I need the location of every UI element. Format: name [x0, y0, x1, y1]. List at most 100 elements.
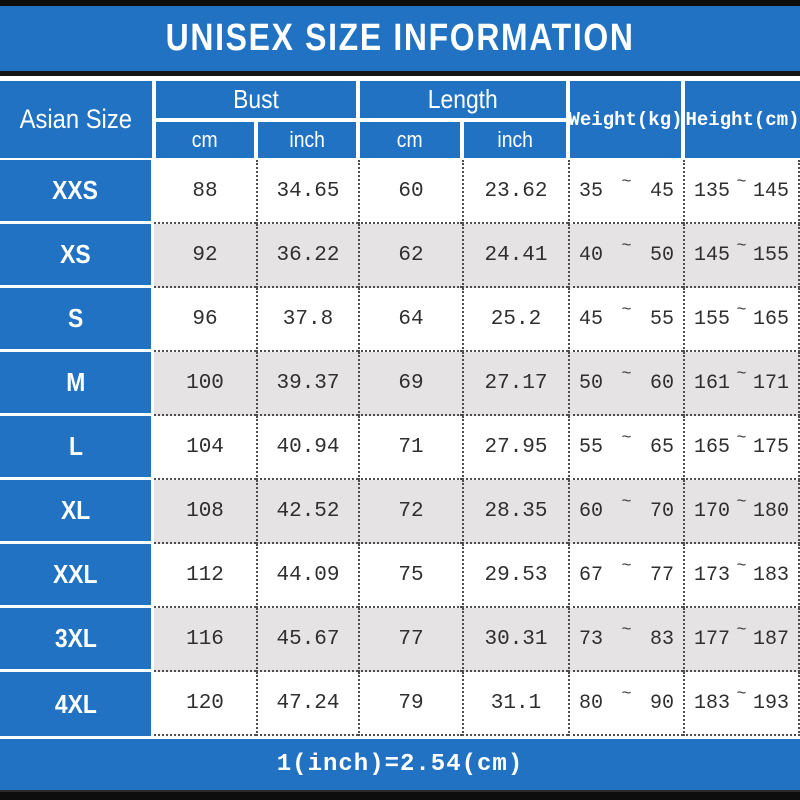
weight-max: 45 — [649, 179, 674, 203]
height-min: 135 — [694, 179, 731, 203]
tilde-glyph: ~ — [736, 684, 747, 704]
height-range-cell: 161 ~171 — [683, 352, 800, 416]
weight-range-cell: 55 ~65 — [568, 416, 683, 480]
size-label: 3XL — [54, 623, 97, 653]
height-min: 161 — [694, 371, 731, 395]
bust-inch-cell: 47.24 — [256, 672, 358, 736]
length-cm-header: cm — [358, 120, 462, 160]
height-min: 170 — [694, 499, 731, 523]
tilde-glyph: ~ — [621, 556, 632, 576]
weight-max: 90 — [649, 691, 674, 715]
bust-group-header: Bust — [154, 79, 358, 120]
weight-min: 55 — [579, 435, 604, 459]
length-group-label: Length — [428, 84, 498, 114]
height-max: 175 — [752, 435, 789, 459]
length-cm-cell: 64 — [358, 288, 462, 352]
weight-max: 50 — [649, 243, 674, 267]
weight-max: 65 — [649, 435, 674, 459]
weight-max: 83 — [649, 627, 674, 651]
weight-range-cell: 60 ~70 — [568, 480, 683, 544]
corner-header-asian-size: Asian Size — [0, 79, 154, 160]
footer-top-divider — [0, 736, 800, 739]
length-inch-cell: 28.35 — [462, 480, 568, 544]
tilde-glyph: ~ — [736, 428, 747, 448]
length-inch-header: inch — [462, 120, 568, 160]
length-cm-cell: 71 — [358, 416, 462, 480]
size-label: S — [67, 303, 84, 333]
length-cm-cell: 79 — [358, 672, 462, 736]
weight-min: 60 — [579, 499, 604, 523]
length-inch-cell: 25.2 — [462, 288, 568, 352]
bust-cm-cell: 104 — [154, 416, 256, 480]
table-row-m: M 100 39.37 69 27.17 50 ~60 161 ~171 — [0, 352, 800, 416]
table-body: XXS 88 34.65 60 23.62 35 ~45 135 ~145 XS 9… — [0, 160, 800, 736]
bust-inch-cell: 42.52 — [256, 480, 358, 544]
height-header-label: Height(cm) — [685, 108, 800, 131]
weight-max: 55 — [649, 307, 674, 331]
bust-cm-label: cm — [192, 127, 218, 152]
weight-range-cell: 35 ~45 — [568, 160, 683, 224]
bust-inch-cell: 36.22 — [256, 224, 358, 288]
tilde-glyph: ~ — [621, 300, 632, 320]
size-label: XL — [60, 495, 91, 525]
size-cell: L — [0, 416, 154, 480]
bust-inch-cell: 40.94 — [256, 416, 358, 480]
bust-inch-cell: 39.37 — [256, 352, 358, 416]
corner-header-label: Asian Size — [19, 104, 133, 134]
bust-inch-header: inch — [256, 120, 358, 160]
length-cm-cell: 62 — [358, 224, 462, 288]
tilde-glyph: ~ — [736, 300, 747, 320]
bust-cm-cell: 112 — [154, 544, 256, 608]
length-inch-cell: 29.53 — [462, 544, 568, 608]
weight-min: 45 — [579, 307, 604, 331]
length-cm-cell: 72 — [358, 480, 462, 544]
length-cm-cell: 75 — [358, 544, 462, 608]
height-max: 187 — [752, 627, 789, 651]
length-inch-cell: 31.1 — [462, 672, 568, 736]
tilde-glyph: ~ — [736, 364, 747, 384]
height-min: 155 — [694, 307, 731, 331]
tilde-glyph: ~ — [736, 556, 747, 576]
size-label: XXL — [53, 559, 98, 589]
table-row-xl: XL 108 42.52 72 28.35 60 ~70 170 ~180 — [0, 480, 800, 544]
title-divider — [0, 71, 800, 76]
height-min: 183 — [694, 691, 731, 715]
size-label: M — [65, 367, 86, 397]
size-cell: XXL — [0, 544, 154, 608]
height-min: 165 — [694, 435, 731, 459]
tilde-glyph: ~ — [736, 620, 747, 640]
bust-inch-label: inch — [289, 127, 325, 152]
height-range-cell: 165 ~175 — [683, 416, 800, 480]
size-cell: XL — [0, 480, 154, 544]
height-max: 171 — [752, 371, 789, 395]
weight-max: 77 — [649, 563, 674, 587]
weight-range-cell: 45 ~55 — [568, 288, 683, 352]
table-row-xs: XS 92 36.22 62 24.41 40 ~50 145 ~155 — [0, 224, 800, 288]
size-cell: 4XL — [0, 672, 154, 736]
size-cell: M — [0, 352, 154, 416]
size-label: XS — [60, 239, 91, 269]
length-cm-cell: 60 — [358, 160, 462, 224]
bust-cm-header: cm — [154, 120, 256, 160]
height-range-cell: 173 ~183 — [683, 544, 800, 608]
height-min: 177 — [694, 627, 731, 651]
weight-range-cell: 73 ~83 — [568, 608, 683, 672]
height-range-cell: 155 ~165 — [683, 288, 800, 352]
bust-cm-cell: 120 — [154, 672, 256, 736]
bottom-black-bar — [0, 792, 800, 800]
weight-min: 35 — [579, 179, 604, 203]
bust-cm-cell: 96 — [154, 288, 256, 352]
bust-cm-cell: 100 — [154, 352, 256, 416]
table-row-4xl: 4XL 120 47.24 79 31.1 80 ~90 183 ~193 — [0, 672, 800, 736]
length-inch-label: inch — [497, 127, 533, 152]
height-header: Height(cm) — [683, 79, 800, 160]
length-inch-cell: 24.41 — [462, 224, 568, 288]
size-cell: XS — [0, 224, 154, 288]
table-row-xxs: XXS 88 34.65 60 23.62 35 ~45 135 ~145 — [0, 160, 800, 224]
height-min: 173 — [694, 563, 731, 587]
length-cm-cell: 77 — [358, 608, 462, 672]
top-black-bar — [0, 0, 800, 6]
height-range-cell: 145 ~155 — [683, 224, 800, 288]
tilde-glyph: ~ — [736, 492, 747, 512]
